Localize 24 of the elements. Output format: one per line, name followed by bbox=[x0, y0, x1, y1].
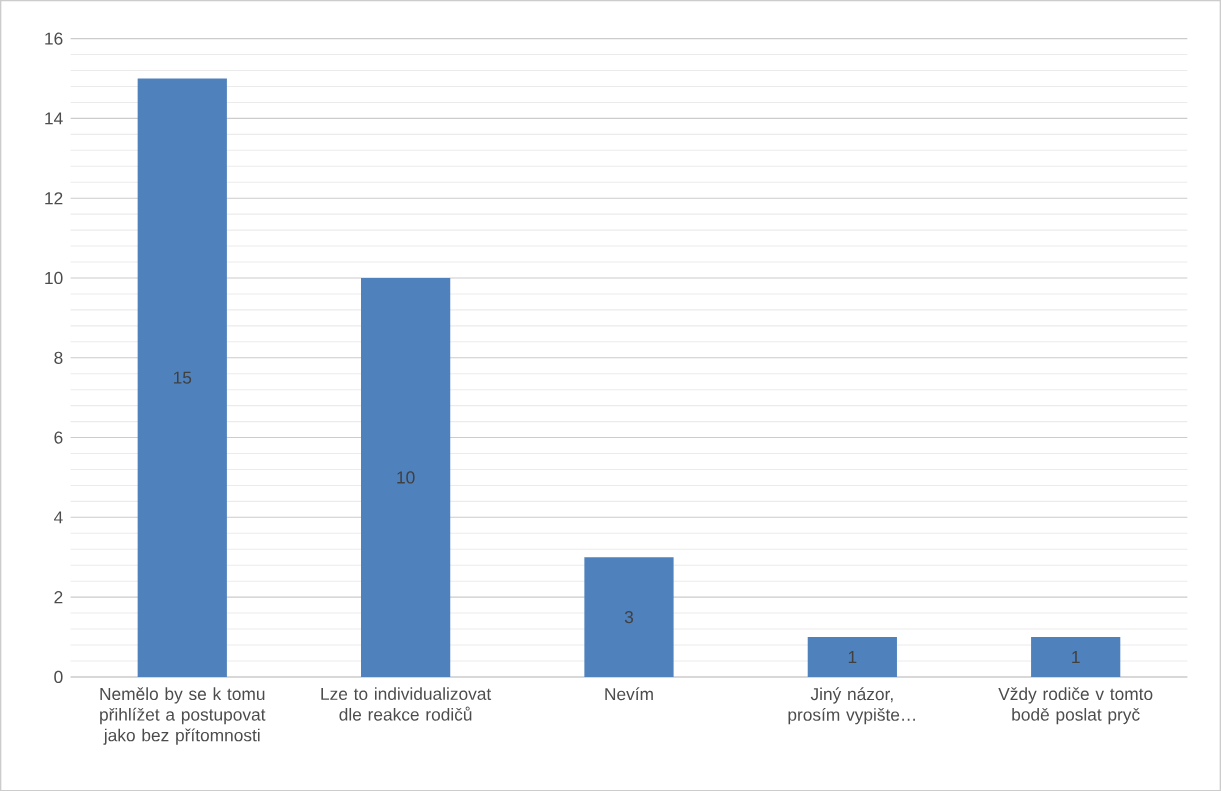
y-tick-label: 8 bbox=[54, 351, 63, 364]
data-label: 15 bbox=[173, 371, 192, 384]
x-tick-label: Nemělo by se k tomu přihlížet a postupovat jako bez přítomnosti bbox=[100, 687, 266, 745]
data-label: 3 bbox=[624, 610, 634, 623]
y-tick-label: 6 bbox=[54, 431, 63, 444]
x-tick-label: Vždy rodiče v tomto bodě poslat pryč bbox=[998, 687, 1153, 724]
bar bbox=[584, 557, 674, 677]
y-tick-label: 16 bbox=[45, 32, 63, 45]
data-label: 1 bbox=[1072, 650, 1080, 663]
y-tick-label: 10 bbox=[45, 271, 63, 284]
y-tick-label: 14 bbox=[45, 112, 63, 125]
bar bbox=[1031, 636, 1121, 677]
y-tick-label: 12 bbox=[45, 191, 63, 205]
y-tick-label: 4 bbox=[54, 511, 63, 524]
bar bbox=[137, 78, 227, 677]
y-tick-label: 0 bbox=[54, 670, 63, 683]
data-label: 1 bbox=[848, 650, 857, 663]
x-tick-label: Nevím bbox=[605, 687, 653, 700]
x-tick-label: Lze to individualizovat dle reakce rodičů bbox=[321, 687, 492, 721]
bar bbox=[807, 636, 897, 677]
bar bbox=[361, 277, 451, 677]
y-tick-label: 2 bbox=[54, 590, 63, 603]
x-tick-label: Jiný názor, prosím vypište… bbox=[788, 687, 915, 725]
data-label: 10 bbox=[397, 471, 415, 484]
